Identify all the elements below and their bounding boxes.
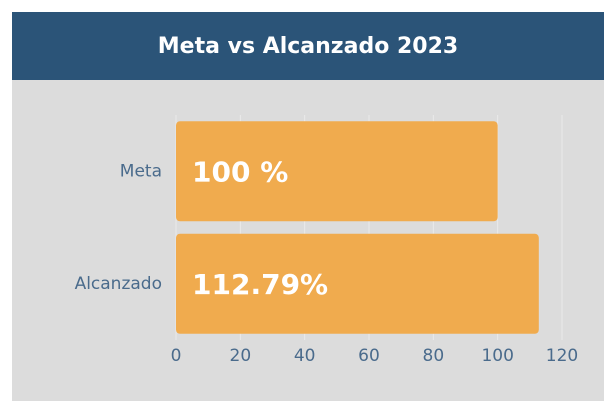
bar	[176, 121, 498, 222]
value-label: 112.79%	[192, 268, 328, 301]
value-label: 100 %	[192, 155, 288, 188]
y-tick-label: Meta	[120, 161, 162, 181]
x-tick-label: 100	[481, 346, 513, 366]
x-tick-label: 60	[358, 346, 380, 366]
bar	[176, 233, 539, 334]
header	[12, 12, 604, 80]
x-tick-label: 40	[294, 346, 316, 366]
y-tick-label: Alcanzado	[75, 274, 162, 294]
x-tick-label: 0	[171, 346, 182, 366]
x-tick-label: 120	[546, 346, 578, 366]
x-tick-label: 80	[423, 346, 445, 366]
x-tick-label: 20	[230, 346, 252, 366]
chart-title: Meta vs Alcanzado 2023	[158, 34, 458, 59]
